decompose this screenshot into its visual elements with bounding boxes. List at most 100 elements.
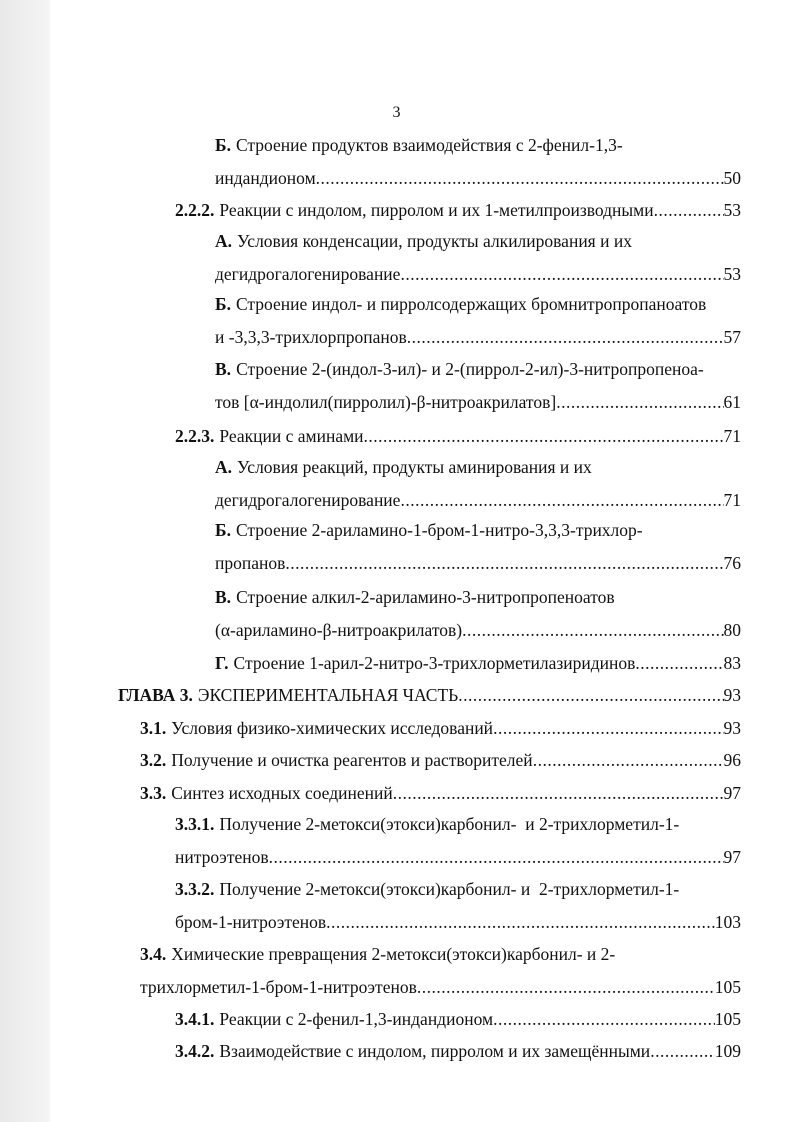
entry-page: 83: [723, 653, 742, 673]
toc-entry: Б. Строение индол- и пирролсодержащих бро…: [215, 288, 741, 353]
dot-leader: [326, 906, 715, 939]
entry-page: 50: [723, 167, 742, 188]
entry-title: Строение 2-ариламино-1-бром-1-нитро-3,3,…: [235, 520, 643, 540]
toc-line: 3.4. Химические превращения 2-метокси(это…: [140, 938, 741, 971]
entry-title: Строение индол- и пирролсодержащих бромн…: [235, 294, 707, 314]
dot-leader: [654, 194, 724, 227]
dot-leader: [635, 647, 723, 680]
toc-entry: В. Строение 2-(индол-3-ил)- и 2-(пиррол-2…: [215, 353, 741, 418]
dot-leader: [269, 841, 724, 874]
toc-line: 3.1. Условия физико-химических исследован…: [140, 712, 741, 745]
entry-title: тов [α-индолил(пирролил)-β-нитроакрилато…: [215, 391, 557, 412]
entry-title: и -3,3,3-трихлорпропанов: [215, 326, 407, 347]
toc-line: А. Условия конденсации, продукты алкилиро…: [215, 225, 741, 258]
toc-entry: Г. Строение 1-арил-2-нитро-3-трихлорметил…: [215, 647, 741, 680]
toc-line: Б. Строение продуктов взаимодействия с 2-…: [215, 129, 741, 162]
toc-entry: 3.1. Условия физико-химических исследован…: [140, 712, 741, 745]
toc-line: дегидрогалогенирование 71: [215, 484, 741, 517]
toc-line: 2.2.3.Реакции с аминами 71: [175, 420, 741, 453]
toc-entry: 2.2.3.Реакции с аминами 71: [175, 420, 741, 453]
entry-number: А.: [215, 231, 233, 251]
entry-title: Химические превращения 2-метокси(этокси)…: [171, 944, 616, 964]
dot-leader: [458, 679, 723, 712]
dot-leader: [364, 420, 724, 453]
dot-leader: [650, 1035, 715, 1068]
entry-title: Реакции с 2-фенил-1,3-индандионом: [219, 1009, 494, 1029]
toc-line: 3.3.1. Получение 2-метокси(этокси)карбони…: [175, 808, 741, 841]
entry-title: ЭКСПЕРИМЕНТАЛЬНАЯ ЧАСТЬ: [197, 685, 459, 705]
toc-entry: ГЛАВА 3.ЭКСПЕРИМЕНТАЛЬНАЯ ЧАСТЬ 93: [118, 679, 741, 712]
toc-entry: Б. Строение продуктов взаимодействия с 2-…: [215, 129, 741, 194]
toc-entry: 3.2. Получение и очистка реагентов и раст…: [140, 744, 741, 777]
dot-leader: [407, 321, 724, 354]
entry-page: 93: [723, 718, 742, 738]
entry-page: 71: [723, 426, 742, 446]
entry-title: Получение и очистка реагентов и раствори…: [171, 750, 533, 770]
toc-line: ГЛАВА 3.ЭКСПЕРИМЕНТАЛЬНАЯ ЧАСТЬ 93: [118, 679, 741, 712]
entry-page: 57: [723, 326, 742, 347]
dot-leader: [393, 777, 724, 810]
entry-number: 3.3.2.: [175, 879, 215, 899]
entry-title: Реакции с индолом, пирролом и их 1-метил…: [219, 200, 654, 220]
toc-entry: В. Строение алкил-2-ариламино-3-нитропроп…: [215, 581, 741, 646]
dot-leader: [493, 1003, 715, 1036]
entry-number: Б.: [215, 520, 231, 540]
entry-page: 105: [714, 976, 741, 997]
toc-line: индандионом 50: [215, 162, 741, 195]
toc-entry: 3.3.2. Получение 2-метокси(этокси)карбони…: [175, 873, 741, 938]
entry-title: дегидрогалогенирование: [215, 263, 401, 284]
dot-leader: [533, 744, 724, 777]
entry-number: 2.2.2.: [175, 200, 215, 220]
toc-line: 3.2. Получение и очистка реагентов и раст…: [140, 744, 741, 777]
entry-page: 97: [723, 783, 742, 803]
toc-line: 3.4.2. Взаимодействие с индолом, пирролом…: [175, 1035, 741, 1068]
entry-page: 103: [714, 911, 741, 932]
entry-page: 76: [723, 552, 742, 573]
entry-number: 3.4.: [140, 944, 167, 964]
entry-title: Получение 2-метокси(этокси)карбонил- и 2…: [219, 879, 680, 899]
entry-number: 2.2.3.: [175, 426, 215, 446]
toc-line: А. Условия реакций, продукты аминирования…: [215, 451, 741, 484]
entry-page: 109: [714, 1041, 741, 1061]
toc-entry: 3.4. Химические превращения 2-метокси(это…: [140, 938, 741, 1003]
entry-number: В.: [215, 587, 232, 607]
dot-leader: [417, 971, 715, 1004]
entry-page: 61: [723, 391, 742, 412]
entry-title: (α-ариламино-β-нитроакрилатов): [215, 619, 463, 640]
entry-title: Строение алкил-2-ариламино-3-нитропропен…: [236, 587, 615, 607]
toc-line: В. Строение 2-(индол-3-ил)- и 2-(пиррол-2…: [215, 353, 741, 386]
toc-line: 3.3.Синтез исходных соединений 97: [140, 777, 741, 810]
entry-number: Б.: [215, 135, 231, 155]
toc-entry: 3.4.1.Реакции с 2-фенил-1,3-индандионом 1…: [175, 1003, 741, 1036]
entry-title: Условия реакций, продукты аминирования и…: [237, 457, 592, 477]
entry-page: 97: [723, 846, 742, 867]
page-number: 3: [392, 104, 401, 121]
entry-number: А.: [215, 457, 233, 477]
entry-number: Б.: [215, 294, 231, 314]
toc-entry: 3.3.Синтез исходных соединений 97: [140, 777, 741, 810]
toc-entry: 3.3.1. Получение 2-метокси(этокси)карбони…: [175, 808, 741, 873]
dot-leader: [285, 547, 723, 580]
toc-line: 3.3.2. Получение 2-метокси(этокси)карбони…: [175, 873, 741, 906]
entry-title: индандионом: [215, 167, 316, 188]
toc-entry: Б. Строение 2-ариламино-1-бром-1-нитро-3,…: [215, 514, 741, 579]
entry-number: 3.4.2.: [175, 1041, 215, 1061]
toc-line: 2.2.2. Реакции с индолом, пирролом и их 1…: [175, 194, 741, 227]
entry-number: ГЛАВА 3.: [118, 685, 193, 705]
toc-line: В. Строение алкил-2-ариламино-3-нитропроп…: [215, 581, 741, 614]
toc-line: бром-1-нитроэтенов 103: [175, 906, 741, 939]
entry-page: 53: [723, 200, 742, 220]
toc-entry: А. Условия реакций, продукты аминирования…: [215, 451, 741, 516]
entry-title: Строение 2-(индол-3-ил)- и 2-(пиррол-2-и…: [236, 359, 704, 379]
entry-title: Строение 1-арил-2-нитро-3-трихлорметилаз…: [233, 653, 636, 673]
entry-number: 3.3.1.: [175, 814, 215, 834]
toc-entry: А. Условия конденсации, продукты алкилиро…: [215, 225, 741, 290]
toc-line: 3.4.1.Реакции с 2-фенил-1,3-индандионом 1…: [175, 1003, 741, 1036]
entry-title: пропанов: [215, 552, 286, 573]
entry-page: 53: [723, 263, 742, 284]
entry-number: Г.: [215, 653, 229, 673]
entry-number: 3.3.: [140, 783, 167, 803]
toc-line: трихлорметил-1-бром-1-нитроэтенов 105: [140, 971, 741, 1004]
entry-number: 3.4.1.: [175, 1009, 215, 1029]
